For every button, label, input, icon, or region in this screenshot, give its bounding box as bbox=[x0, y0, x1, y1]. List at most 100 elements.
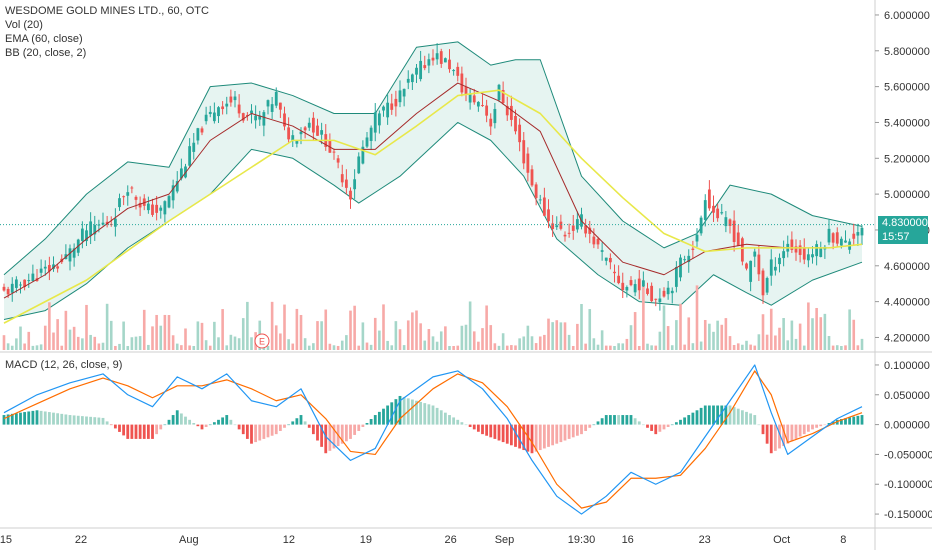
candle-body bbox=[472, 95, 476, 103]
candle-body bbox=[349, 190, 352, 200]
macd-histogram-bar bbox=[146, 424, 150, 439]
volume-bar bbox=[807, 302, 810, 350]
volume-bar bbox=[798, 323, 802, 350]
volume-bar bbox=[642, 281, 645, 350]
macd-histogram-bar bbox=[278, 424, 282, 431]
legend-vol[interactable]: Vol (20) bbox=[5, 19, 43, 31]
macd-histogram-bar bbox=[72, 415, 76, 425]
candle-body bbox=[241, 113, 245, 121]
volume-bar bbox=[559, 322, 563, 350]
macd-histogram-bar bbox=[349, 424, 352, 439]
candle-body bbox=[208, 111, 212, 115]
legend-bb[interactable]: BB (20, close, 2) bbox=[5, 47, 87, 59]
macd-histogram-bar bbox=[85, 416, 88, 425]
macd-histogram-bar bbox=[654, 424, 658, 435]
volume-bar bbox=[732, 345, 736, 350]
macd-histogram-bar bbox=[542, 424, 546, 449]
macd-tick-label: -0.100000 bbox=[884, 479, 932, 491]
volume-bar bbox=[666, 326, 670, 350]
candle-body bbox=[56, 266, 60, 269]
volume-bar bbox=[823, 313, 827, 350]
candle-body bbox=[274, 91, 278, 106]
candle-body bbox=[547, 209, 550, 222]
candle-body bbox=[233, 96, 237, 101]
volume-bar bbox=[175, 343, 179, 350]
volume-bar bbox=[402, 345, 406, 350]
candle-body bbox=[538, 199, 542, 201]
macd-histogram-bar bbox=[188, 419, 192, 425]
macd-histogram-bar bbox=[613, 415, 616, 425]
macd-histogram-bar bbox=[332, 424, 336, 449]
volume-bar bbox=[411, 312, 414, 350]
volume-bar bbox=[477, 341, 480, 350]
candle-body bbox=[2, 286, 6, 291]
legend-ema[interactable]: EMA (60, close) bbox=[5, 33, 83, 45]
volume-bar bbox=[328, 343, 332, 350]
candle-body bbox=[650, 285, 654, 302]
candle-body bbox=[691, 248, 695, 250]
symbol-title[interactable]: WESDOME GOLD MINES LTD., 60, OTC bbox=[5, 5, 209, 17]
volume-bar bbox=[691, 343, 695, 350]
macd-histogram-bar bbox=[604, 415, 608, 425]
volume-bar bbox=[229, 334, 233, 350]
macd-histogram-bar bbox=[526, 424, 530, 452]
volume-bar bbox=[394, 321, 398, 350]
candle-body bbox=[604, 257, 608, 261]
macd-histogram-bar bbox=[448, 415, 451, 425]
macd-histogram-bar bbox=[641, 424, 645, 426]
candle-body bbox=[299, 131, 303, 135]
volume-bar bbox=[180, 345, 183, 350]
candle-body bbox=[283, 113, 286, 127]
candle-body bbox=[402, 88, 406, 97]
macd-histogram-bar bbox=[386, 405, 390, 425]
volume-bar bbox=[287, 339, 290, 350]
candle-body bbox=[43, 266, 47, 269]
macd-histogram-bar bbox=[130, 424, 134, 439]
macd-histogram-bar bbox=[159, 424, 163, 430]
price-tick-label: 4.200000 bbox=[884, 332, 930, 344]
volume-bar bbox=[369, 344, 373, 350]
macd-histogram-bar bbox=[514, 424, 517, 447]
volume-bar bbox=[130, 337, 134, 350]
macd-histogram-bar bbox=[23, 412, 27, 425]
macd-histogram-bar bbox=[76, 415, 80, 425]
macd-histogram-bar bbox=[460, 422, 464, 425]
volume-bar bbox=[19, 326, 22, 350]
macd-histogram-bar bbox=[291, 421, 295, 425]
volume-bar bbox=[468, 301, 472, 350]
macd-histogram-bar bbox=[10, 413, 14, 425]
macd-histogram-bar bbox=[584, 424, 588, 431]
volume-bar bbox=[456, 345, 460, 350]
candle-body bbox=[361, 146, 365, 164]
volume-bar bbox=[43, 325, 47, 350]
volume-bar bbox=[56, 319, 59, 350]
macd-histogram-bar bbox=[80, 416, 84, 425]
candle-body bbox=[806, 254, 810, 261]
macd-histogram-bar bbox=[43, 411, 47, 425]
volume-bar bbox=[637, 345, 641, 350]
macd-histogram-bar bbox=[485, 424, 489, 436]
volume-bar bbox=[373, 317, 377, 350]
candle-body bbox=[588, 227, 592, 234]
volume-bar bbox=[378, 330, 381, 350]
volume-bar bbox=[753, 345, 757, 350]
volume-bar bbox=[708, 323, 711, 350]
candle-body bbox=[80, 228, 84, 241]
volume-bar bbox=[188, 345, 191, 350]
macd-histogram-bar bbox=[221, 417, 225, 425]
volume-bar bbox=[274, 325, 278, 350]
macd-histogram-bar bbox=[47, 412, 51, 425]
volume-bar bbox=[31, 345, 35, 350]
volume-bar bbox=[683, 344, 686, 350]
legend-macd[interactable]: MACD (12, 26, close, 9) bbox=[5, 359, 123, 371]
volume-bar bbox=[534, 343, 538, 350]
candle-body bbox=[712, 205, 715, 213]
candle-body bbox=[769, 259, 773, 276]
macd-histogram-bar bbox=[575, 424, 579, 436]
macd-histogram-bar bbox=[328, 424, 332, 451]
volume-bar bbox=[213, 321, 216, 350]
macd-histogram-bar bbox=[423, 403, 427, 425]
macd-histogram-bar bbox=[200, 424, 204, 430]
macd-histogram-bar bbox=[394, 399, 398, 425]
